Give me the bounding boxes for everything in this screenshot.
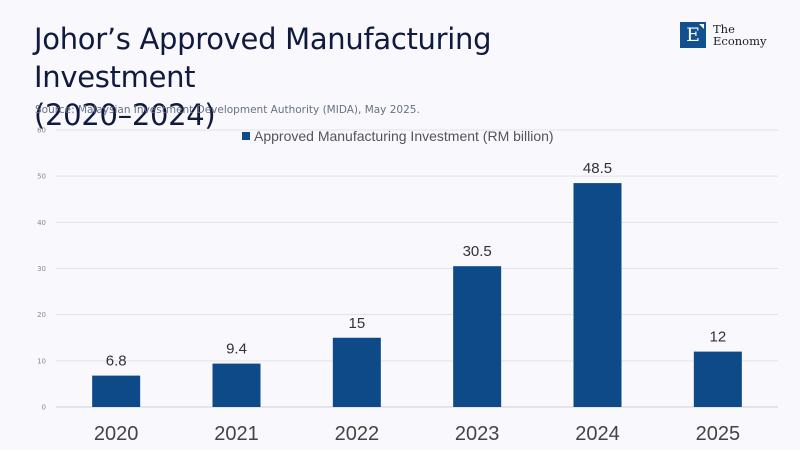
y-tick-label: 0	[42, 404, 46, 412]
bar-2021	[212, 363, 261, 407]
x-tick-label-2021: 2021	[214, 423, 259, 445]
bar-2025	[693, 351, 742, 407]
data-labels: 6.8 9.4 15 30.5 48.5 12	[106, 160, 726, 370]
x-tick-label-2020: 2020	[94, 423, 139, 445]
y-tick-label: 10	[37, 357, 46, 365]
logo-line1: The	[713, 22, 735, 36]
data-label-2024: 48.5	[583, 160, 612, 177]
y-tick-label: 20	[37, 311, 46, 319]
y-tick-label: 40	[37, 219, 46, 227]
chart-title-line1: Johor’s Approved Manufacturing Investmen…	[34, 22, 492, 94]
chart-title: Johor’s Approved Manufacturing Investmen…	[34, 20, 634, 134]
chart-title-line2: (2020–2024)	[34, 98, 216, 132]
data-label-2022: 15	[348, 315, 365, 332]
x-tick-label-2024: 2024	[575, 423, 620, 445]
legend-label: Approved Manufacturing Investment (RM bi…	[254, 128, 554, 144]
publisher-logo: E The Economy	[680, 22, 767, 48]
x-tick-label-2025: 2025	[696, 423, 741, 445]
logo-wordmark: The Economy	[713, 23, 767, 47]
data-label-2025: 12	[709, 329, 726, 346]
source-note: Source: Malaysian Investment Development…	[35, 104, 420, 116]
bar-2022	[332, 337, 381, 407]
x-tick-label-2022: 2022	[335, 423, 380, 445]
y-tick-label: 50	[37, 173, 46, 181]
y-axis-ticks: 0 10 20 30 40 50 60	[37, 127, 46, 412]
gridlines	[56, 129, 778, 408]
data-label-2020: 6.8	[106, 353, 127, 370]
logo-line2: Economy	[713, 34, 767, 48]
legend: Approved Manufacturing Investment (RM bi…	[242, 128, 554, 144]
bars	[92, 183, 742, 407]
bar-2023	[453, 266, 502, 407]
logo-mark-icon: E	[680, 22, 706, 48]
legend-swatch	[242, 132, 250, 140]
data-label-2021: 9.4	[226, 341, 247, 358]
y-tick-label: 30	[37, 265, 46, 273]
data-label-2023: 30.5	[463, 243, 492, 260]
y-tick-label: 60	[37, 127, 46, 135]
bar-2020	[92, 375, 141, 407]
bar-2024	[573, 183, 622, 407]
x-axis-labels: 2020 2021 2022 2023 2024 2025	[94, 423, 740, 445]
x-tick-label-2023: 2023	[455, 423, 500, 445]
